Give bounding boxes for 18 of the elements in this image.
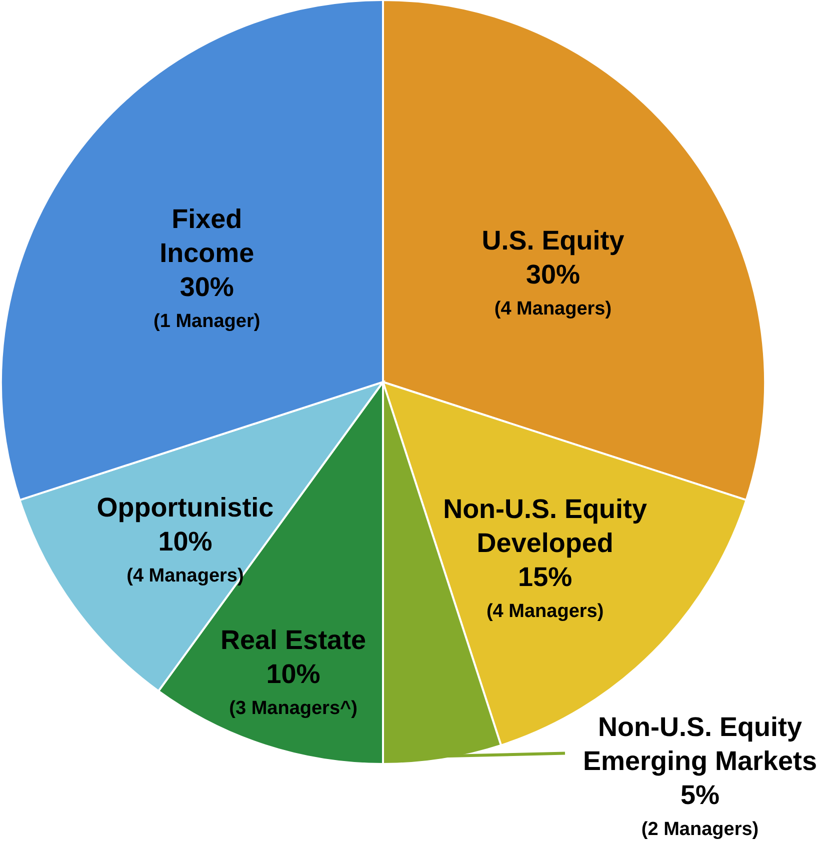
- text: (3 Managers^): [229, 698, 358, 720]
- slice-label: Non-U.S. Equity Emerging Markets: [582, 712, 818, 776]
- slice-label: U.S. Equity: [482, 226, 624, 256]
- slice-label: Real Estate: [220, 625, 366, 656]
- text: (4 Managers): [486, 601, 604, 622]
- text: (2 Managers): [641, 819, 759, 840]
- text: (1 Manager): [154, 311, 260, 332]
- slice-label: Non-U.S. Equity Developed: [443, 494, 648, 558]
- slice-label: Fixed Income: [160, 204, 254, 268]
- data-label: 30%: [180, 272, 234, 302]
- data-label: 15%: [518, 562, 572, 592]
- data-label: 5%: [680, 780, 720, 810]
- data-label: 30%: [526, 260, 580, 290]
- data-label: 10%: [266, 659, 320, 690]
- slice-label: Opportunistic: [96, 492, 274, 523]
- data-label: 10%: [158, 526, 212, 557]
- text: (4 Managers): [126, 566, 244, 587]
- text: (4 Managers): [494, 298, 612, 320]
